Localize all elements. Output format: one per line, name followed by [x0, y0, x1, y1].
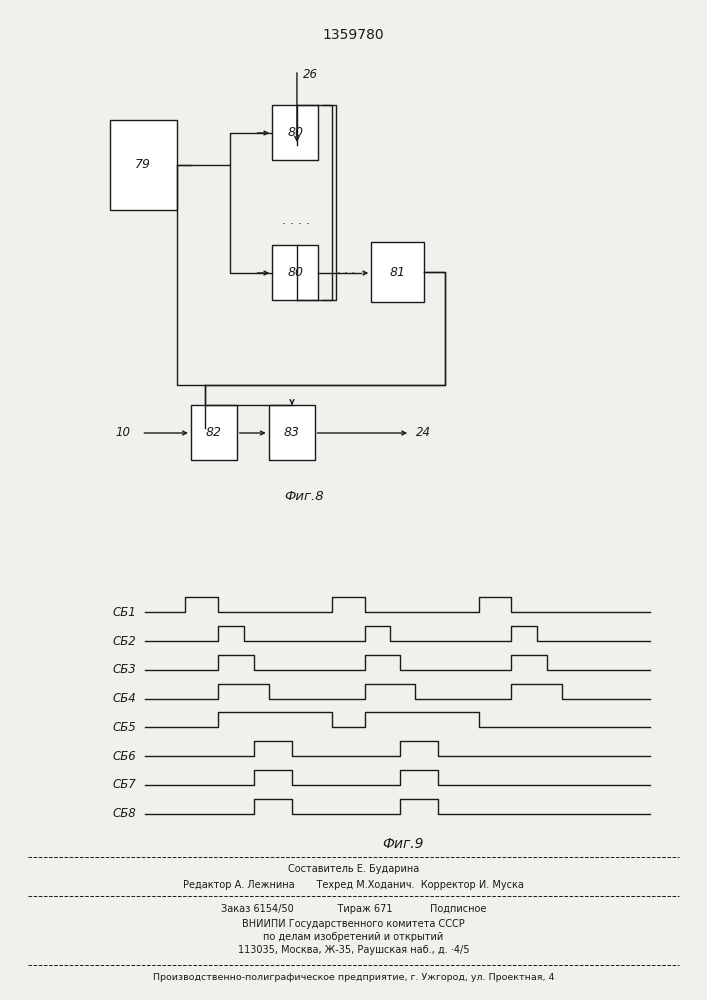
- Text: 80: 80: [287, 126, 303, 139]
- Text: 1359780: 1359780: [322, 28, 385, 42]
- Bar: [191, 405, 237, 460]
- Bar: [110, 120, 177, 210]
- Text: 79: 79: [135, 158, 151, 171]
- Bar: [272, 245, 318, 300]
- Text: 113035, Москва, Ж-35, Раушская наб., д. ·4/5: 113035, Москва, Ж-35, Раушская наб., д. …: [238, 945, 469, 955]
- Text: СБ6: СБ6: [112, 750, 136, 763]
- Text: СБ8: СБ8: [112, 807, 136, 820]
- Text: 82: 82: [206, 426, 222, 439]
- Text: Редактор А. Лежнина       Техред М.Ходанич.  Корректор И. Муска: Редактор А. Лежнина Техред М.Ходанич. Ко…: [183, 880, 524, 890]
- Text: · · ·: · · ·: [337, 268, 356, 278]
- Text: СБ7: СБ7: [112, 778, 136, 791]
- Bar: [269, 405, 315, 460]
- Text: Производственно-полиграфическое предприятие, г. Ужгород, ул. Проектная, 4: Производственно-полиграфическое предприя…: [153, 974, 554, 982]
- Text: Фиг.9: Фиг.9: [382, 837, 423, 851]
- Text: СБ3: СБ3: [112, 663, 136, 676]
- Bar: [272, 105, 318, 160]
- Text: 24: 24: [416, 426, 431, 440]
- Text: Составитель Е. Бударина: Составитель Е. Бударина: [288, 864, 419, 874]
- Text: СБ4: СБ4: [112, 692, 136, 705]
- Bar: [371, 242, 424, 302]
- Text: Заказ 6154/50              Тираж 671            Подписное: Заказ 6154/50 Тираж 671 Подписное: [221, 904, 486, 914]
- Text: 10: 10: [116, 426, 131, 440]
- Text: ВНИИПИ Государственного комитета СССР: ВНИИПИ Государственного комитета СССР: [242, 919, 465, 929]
- Text: СБ5: СБ5: [112, 721, 136, 734]
- Text: 83: 83: [284, 426, 300, 439]
- Text: 26: 26: [303, 68, 317, 81]
- Text: СБ2: СБ2: [112, 635, 136, 648]
- Text: · · · ·: · · · ·: [281, 219, 310, 232]
- Text: Фиг.8: Фиг.8: [284, 490, 324, 503]
- Text: по делам изобретений и открытий: по делам изобретений и открытий: [264, 932, 443, 942]
- Text: 80: 80: [287, 266, 303, 279]
- Text: СБ1: СБ1: [112, 606, 136, 619]
- Text: 81: 81: [390, 265, 406, 278]
